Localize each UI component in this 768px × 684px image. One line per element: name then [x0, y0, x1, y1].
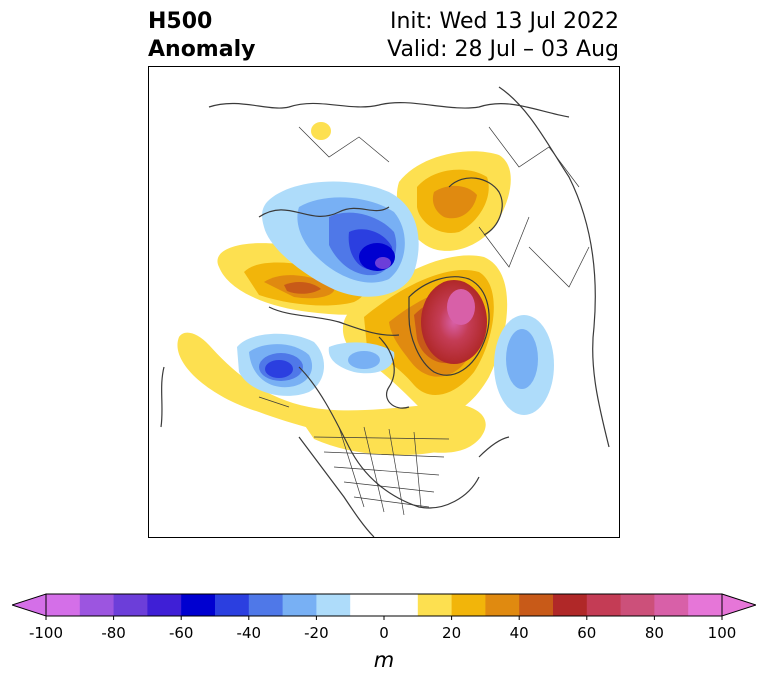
colorbar-bin — [519, 594, 554, 616]
colorbar-tick-label: -60 — [168, 624, 194, 642]
colorbar-bin — [248, 594, 284, 616]
colorbar-bin — [620, 594, 655, 616]
title-line-1: H500 — [148, 9, 213, 34]
colorbar-tick-label: 20 — [442, 624, 462, 642]
colorbar-tick-label: 60 — [577, 624, 597, 642]
title-line-2: Anomaly — [148, 37, 256, 62]
colorbar-bin — [485, 594, 520, 616]
colorbar-unit-label: m — [373, 648, 395, 672]
colorbar-min-arrow — [10, 593, 47, 617]
colorbar-max-arrow — [721, 593, 758, 617]
date-info: Init: Wed 13 Jul 2022 Valid: 28 Jul – 03… — [387, 8, 619, 64]
colorbar-bin — [282, 594, 317, 616]
political-borders — [258, 126, 590, 516]
colorbar-tick-label: -20 — [304, 624, 329, 642]
colorbar-tick-label: 100 — [707, 624, 737, 642]
colorbar-bin — [316, 594, 351, 616]
positive-anomaly-small — [311, 122, 331, 140]
colorbar-bin — [79, 594, 115, 616]
colorbar-bin — [46, 594, 81, 616]
colorbar-tick-label: 0 — [379, 624, 389, 642]
colorbar-tick-label: -80 — [101, 624, 126, 642]
colorbar-tick-label: 40 — [509, 624, 529, 642]
negative-anomaly-gulf-of-alaska — [237, 333, 395, 396]
colorbar-bin — [586, 594, 622, 616]
init-date: Init: Wed 13 Jul 2022 — [389, 9, 619, 34]
positive-anomaly-greenland — [342, 255, 508, 416]
colorbar-bin — [181, 594, 216, 616]
positive-anomaly-scandinavia — [396, 151, 511, 251]
negative-anomaly-north-atlantic — [494, 315, 554, 415]
colorbar-graphic — [10, 593, 758, 620]
chart-title: H500 Anomaly — [148, 8, 255, 64]
colorbar-bin — [113, 594, 148, 616]
colorbar-bin — [384, 594, 419, 616]
colorbar-bin — [147, 594, 182, 616]
valid-date: Valid: 28 Jul – 03 Aug — [387, 37, 619, 62]
anomaly-map — [148, 66, 620, 538]
colorbar-bin — [215, 594, 250, 616]
coastlines — [160, 86, 610, 537]
colorbar-tick-label: 80 — [644, 624, 664, 642]
colorbar-bin — [688, 594, 723, 616]
colorbar-bin — [350, 594, 385, 616]
colorbar-bin — [654, 594, 689, 616]
colorbar-bin — [417, 594, 453, 616]
positive-anomaly-north-america — [177, 332, 486, 456]
colorbar — [10, 592, 758, 624]
colorbar-bin — [553, 594, 588, 616]
colorbar-tick-label: -40 — [236, 624, 262, 642]
colorbar-bin — [451, 594, 486, 616]
colorbar-tick-label: -100 — [28, 624, 64, 642]
map-canvas — [160, 86, 610, 537]
